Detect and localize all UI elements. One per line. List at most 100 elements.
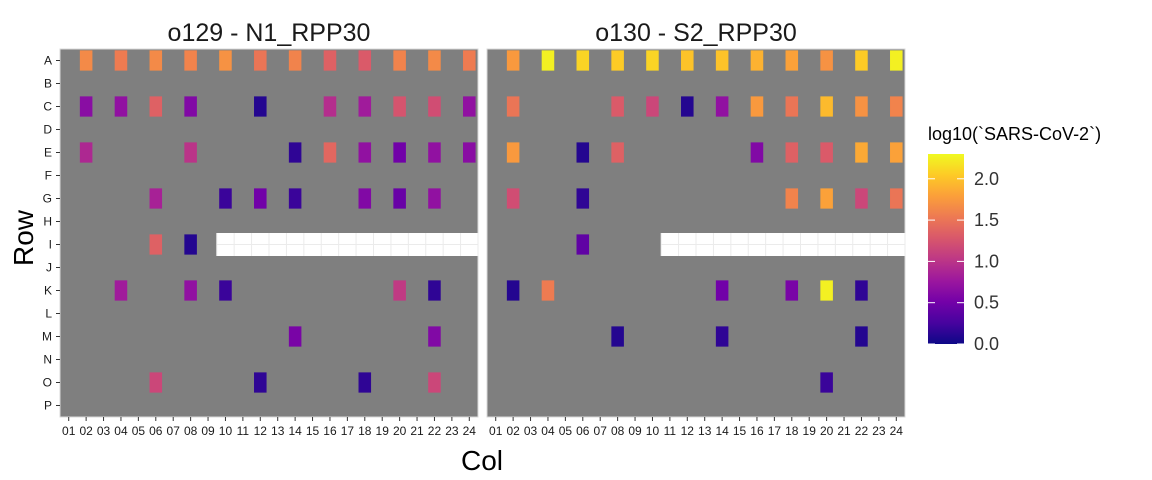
y-tick-label: E	[44, 146, 52, 160]
facet-title: o129 - N1_RPP30	[168, 19, 371, 47]
heatmap-tile	[820, 372, 833, 393]
heatmap-tile	[855, 142, 868, 163]
heatmap-tile	[428, 326, 441, 347]
heatmap-tile	[646, 96, 659, 117]
x-tick-label: 01	[489, 424, 503, 438]
x-tick-label: 24	[890, 424, 904, 438]
heatmap-tile	[184, 142, 197, 163]
x-tick-label: 14	[288, 424, 302, 438]
heatmap-tile	[323, 96, 337, 117]
x-tick-label: 19	[803, 424, 817, 438]
x-tick-label: 13	[698, 424, 712, 438]
x-tick-label: 23	[445, 424, 459, 438]
heatmap-tile	[114, 50, 128, 71]
heatmap-tile	[855, 280, 868, 301]
y-tick-label: I	[49, 238, 52, 252]
heatmap-tile	[576, 234, 590, 255]
x-tick-label: 16	[750, 424, 764, 438]
x-tick-label: 11	[664, 424, 677, 438]
heatmap-tile	[855, 50, 868, 71]
x-tick-label: 12	[681, 424, 695, 438]
heatmap-tile	[506, 96, 520, 117]
heatmap-tile	[428, 142, 441, 163]
heatmap-tile	[428, 280, 441, 301]
x-tick-label: 18	[358, 424, 372, 438]
heatmap-tile	[358, 96, 372, 117]
y-tick-label: N	[43, 353, 52, 367]
legend-title: log10(`SARS-CoV-2`)	[928, 124, 1101, 144]
heatmap-tile	[541, 280, 555, 301]
heatmap-tile	[184, 280, 197, 301]
heatmap-tile	[820, 142, 833, 163]
heatmap-tile	[890, 188, 903, 209]
heatmap-tile	[254, 372, 267, 393]
x-tick-label: 08	[184, 424, 198, 438]
heatmap-tile	[358, 50, 372, 71]
y-tick-label: H	[43, 215, 52, 229]
heatmap-tile	[428, 50, 441, 71]
heatmap-tile	[750, 142, 764, 163]
legend-tick-label: 0.5	[974, 293, 999, 313]
heatmap-tile	[576, 188, 590, 209]
heatmap-tile	[463, 142, 476, 163]
y-tick-label: O	[43, 376, 52, 390]
x-tick-label: 18	[785, 424, 799, 438]
heatmap-tile	[715, 280, 729, 301]
heatmap-tile	[463, 96, 476, 117]
x-tick-label: 19	[376, 424, 390, 438]
heatmap-tile	[358, 372, 372, 393]
facet-strip	[487, 18, 905, 49]
y-tick-label: C	[43, 100, 52, 114]
y-tick-label: G	[43, 192, 52, 206]
y-tick-label: P	[44, 399, 52, 413]
heatmap-tile	[288, 188, 302, 209]
heatmap-tile	[184, 234, 197, 255]
x-tick-label: 24	[463, 424, 477, 438]
y-tick-label: F	[45, 169, 52, 183]
heatmap-tile	[785, 188, 799, 209]
heatmap-tile	[254, 188, 267, 209]
x-tick-label: 15	[306, 424, 320, 438]
legend-tick-label: 0.0	[974, 334, 999, 354]
x-tick-label: 04	[114, 424, 128, 438]
legend-colorbar	[928, 154, 964, 344]
heatmap-tile	[79, 96, 93, 117]
y-tick-label: A	[44, 54, 52, 68]
y-tick-label: K	[44, 284, 52, 298]
heatmap-tile	[855, 96, 868, 117]
x-tick-label: 11	[237, 424, 250, 438]
y-tick-label: J	[46, 261, 52, 275]
heatmap-tile	[576, 142, 590, 163]
heatmap-tile	[750, 96, 764, 117]
heatmap-tile	[428, 96, 441, 117]
heatmap-tile	[219, 280, 232, 301]
heatmap-tile	[681, 50, 694, 71]
heatmap-tile	[393, 142, 406, 163]
heatmap-tile	[254, 96, 267, 117]
x-tick-label: 20	[393, 424, 407, 438]
heatmap-tile	[114, 96, 128, 117]
y-tick-label: L	[45, 307, 52, 321]
x-tick-label: 10	[646, 424, 660, 438]
heatmap-tile	[393, 96, 406, 117]
x-tick-label: 22	[428, 424, 442, 438]
heatmap-tile	[611, 326, 624, 347]
heatmap-tile	[820, 96, 833, 117]
x-tick-label: 17	[341, 424, 355, 438]
y-axis-title: Row	[8, 209, 39, 266]
heatmap-tile	[506, 50, 520, 71]
heatmap-tile	[149, 372, 163, 393]
heatmap-tile	[890, 50, 903, 71]
heatmap-tile	[541, 50, 555, 71]
x-tick-label: 09	[628, 424, 642, 438]
x-tick-label: 03	[97, 424, 111, 438]
heatmap-tile	[506, 142, 520, 163]
x-tick-label: 02	[506, 424, 520, 438]
x-tick-label: 22	[855, 424, 869, 438]
heatmap-tile	[785, 50, 799, 71]
x-tick-label: 06	[149, 424, 163, 438]
